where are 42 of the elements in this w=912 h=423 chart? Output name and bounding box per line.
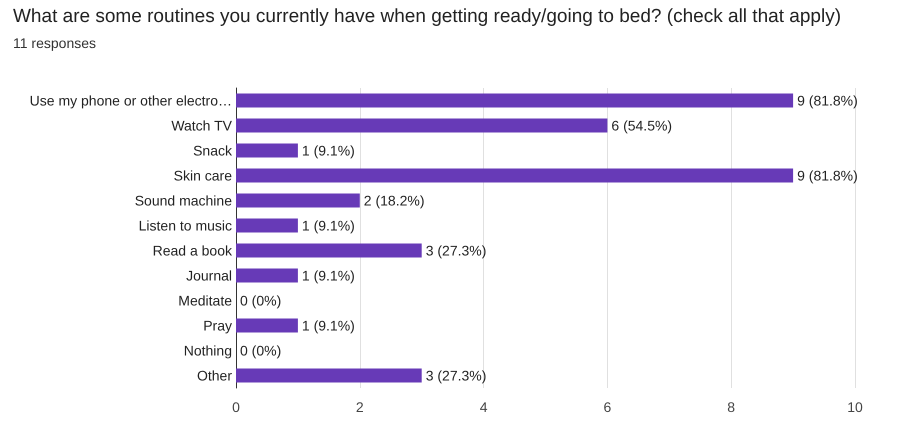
y-tick-label: Use my phone or other electro… (30, 92, 232, 108)
bar (236, 94, 794, 108)
x-tick-label: 4 (480, 399, 488, 415)
data-label: 1 (9.1%) (302, 142, 355, 158)
data-label: 9 (81.8%) (797, 168, 858, 184)
y-tick-label: Other (196, 368, 232, 384)
bar (236, 118, 608, 132)
data-label: 3 (27.3%) (426, 368, 486, 384)
y-tick-label: Watch TV (171, 118, 233, 134)
y-tick-label: Meditate (178, 292, 232, 308)
data-label: 3 (27.3%) (426, 242, 486, 258)
y-tick-label: Pray (203, 318, 232, 334)
bar (236, 144, 298, 158)
data-label: 1 (9.1%) (302, 318, 355, 334)
x-tick-label: 2 (356, 399, 364, 415)
y-tick-label: Snack (193, 142, 233, 158)
x-tick-label: 8 (727, 399, 736, 415)
data-label: 1 (9.1%) (302, 268, 355, 284)
data-label: 0 (0%) (240, 292, 282, 308)
bar (236, 318, 298, 332)
bar (236, 168, 794, 182)
x-tick-label: 10 (847, 399, 863, 415)
y-tick-label: Skin care (174, 168, 232, 184)
x-tick-label: 6 (604, 399, 612, 415)
y-tick-label: Read a book (152, 242, 233, 258)
data-label: 6 (54.5%) (611, 118, 672, 134)
data-label: 2 (18.2%) (364, 192, 425, 208)
text: 11 responses (13, 35, 96, 51)
x-tick-label: 0 (232, 399, 240, 415)
y-tick-label: Sound machine (134, 192, 232, 208)
bar (236, 194, 360, 208)
y-tick-label: Listen to music (138, 218, 232, 234)
bar (236, 244, 422, 258)
data-label: 0 (0%) (240, 342, 282, 358)
y-tick-label: Nothing (184, 342, 232, 358)
bar (236, 218, 298, 232)
data-label: 1 (9.1%) (302, 218, 355, 234)
data-label: 9 (81.8%) (797, 92, 858, 108)
chart-title: What are some routines you currently have when getting ready/going to bed? (check all that apply) (13, 6, 842, 27)
y-tick-label: Journal (186, 268, 232, 284)
bar (236, 268, 298, 282)
bar (236, 368, 422, 382)
